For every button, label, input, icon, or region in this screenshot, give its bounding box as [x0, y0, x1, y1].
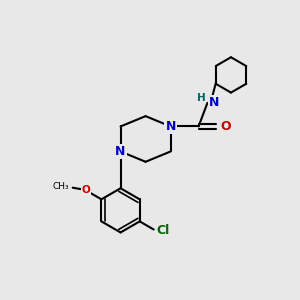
Text: O: O: [82, 185, 90, 195]
Text: CH₃: CH₃: [52, 182, 69, 191]
Text: Cl: Cl: [157, 224, 170, 238]
Text: H: H: [196, 93, 205, 103]
Text: N: N: [209, 96, 219, 110]
Text: N: N: [116, 145, 126, 158]
Text: O: O: [221, 120, 231, 133]
Text: N: N: [165, 120, 176, 133]
